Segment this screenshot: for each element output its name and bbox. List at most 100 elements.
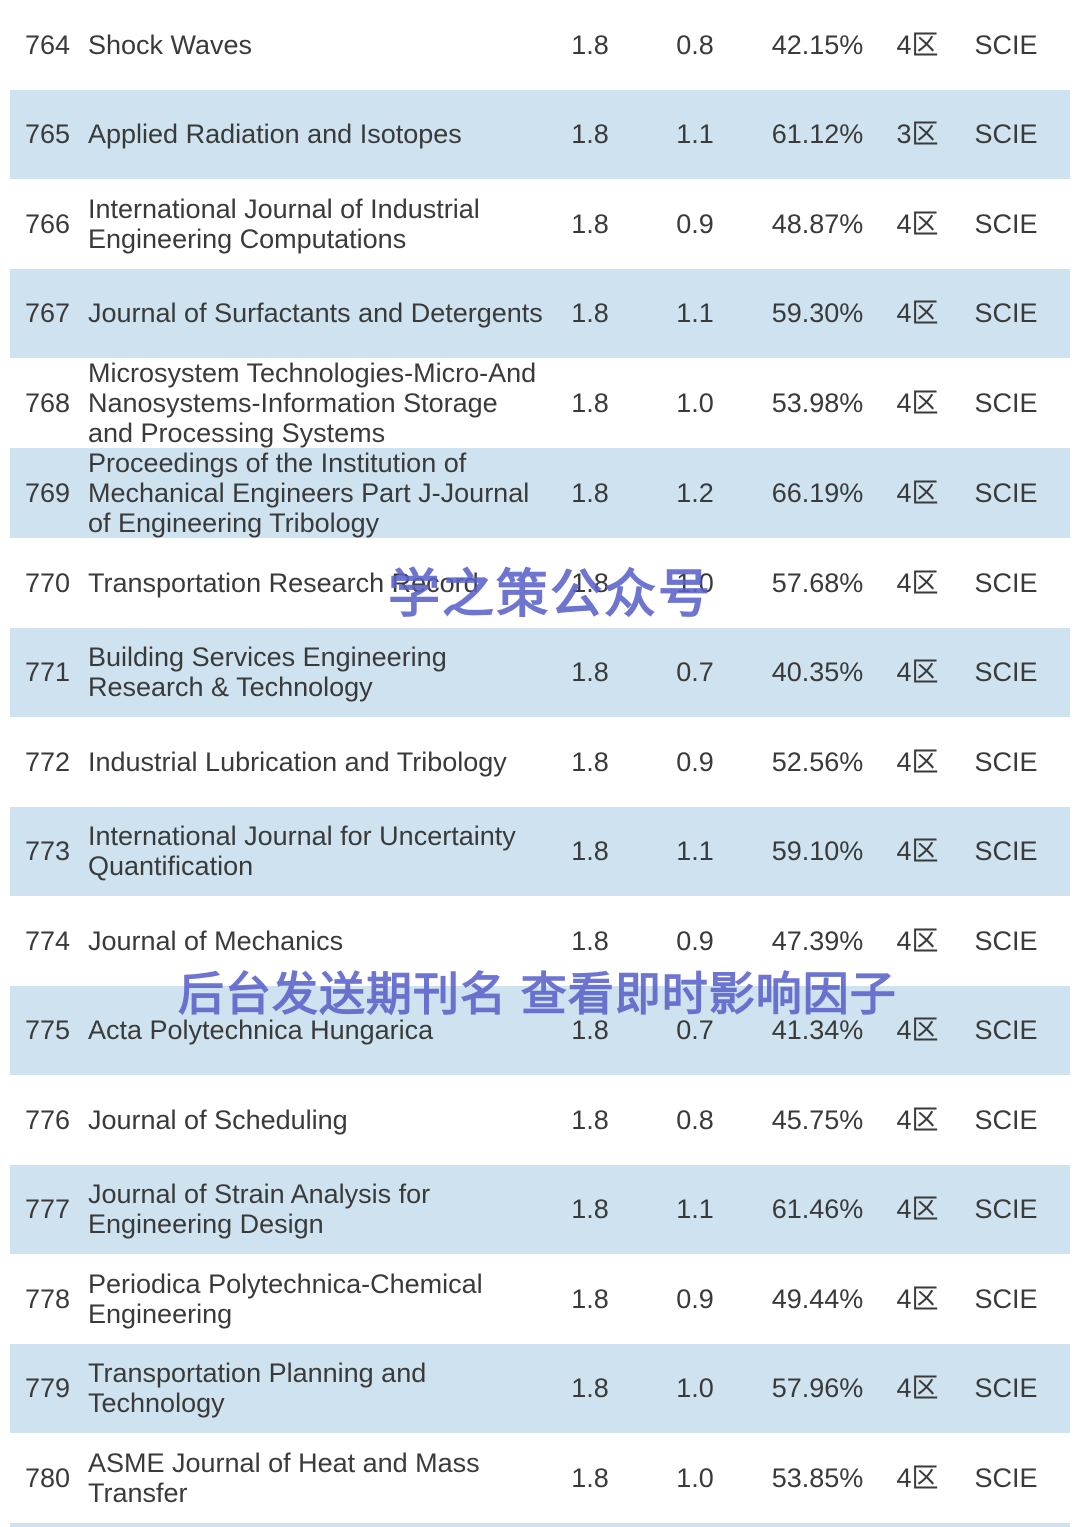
journal-jci: 0.9 xyxy=(676,925,714,956)
table-row: 775 Acta Polytechnica Hungarica 1.8 0.7 … xyxy=(10,985,1070,1075)
journal-name: Journal of Mechanics xyxy=(88,925,344,956)
journal-zone: 4区 xyxy=(896,1104,939,1135)
table-row: 767 Journal of Surfactants and Detergent… xyxy=(10,268,1070,358)
partial-next-row-strip xyxy=(10,1522,1070,1527)
journal-zone: 4区 xyxy=(896,746,939,777)
table-row: 771 Building Services Engineering Resear… xyxy=(10,627,1070,717)
table-row: 764 Shock Waves 1.8 0.8 42.15% 4区 SCIE xyxy=(10,0,1070,90)
journal-name: Shock Waves xyxy=(88,29,253,60)
journal-rank: 771 xyxy=(24,657,70,688)
journal-impact-factor: 1.8 xyxy=(571,657,609,688)
journal-zone: 4区 xyxy=(896,1283,939,1314)
journal-impact-factor: 1.8 xyxy=(571,1194,609,1225)
journal-percentile: 45.75% xyxy=(771,1104,864,1135)
journal-zone: 3区 xyxy=(896,119,939,150)
journal-percentile: 41.34% xyxy=(771,1015,864,1046)
journal-zone: 4区 xyxy=(896,657,939,688)
journal-index-type: SCIE xyxy=(974,388,1038,418)
journal-name: Journal of Scheduling xyxy=(88,1104,348,1135)
journal-zone: 4区 xyxy=(896,478,939,508)
journal-index-type: SCIE xyxy=(974,29,1038,60)
table-row: 765 Applied Radiation and Isotopes 1.8 1… xyxy=(10,89,1070,179)
journal-impact-factor: 1.8 xyxy=(571,208,609,239)
journal-impact-factor: 1.8 xyxy=(571,298,609,329)
journal-jci: 0.9 xyxy=(676,1283,714,1314)
journal-rank: 769 xyxy=(24,478,70,508)
journal-percentile: 40.35% xyxy=(771,657,864,688)
journal-index-type: SCIE xyxy=(974,1373,1038,1404)
journal-jci: 1.0 xyxy=(676,1462,714,1493)
journal-jci: 1.1 xyxy=(676,836,714,867)
journal-rank: 776 xyxy=(24,1104,70,1135)
journal-jci: 1.0 xyxy=(676,388,714,418)
journal-zone: 4区 xyxy=(896,208,939,239)
table-row: 779 Transportation Planning and Technolo… xyxy=(10,1343,1070,1433)
journal-index-type: SCIE xyxy=(974,119,1038,150)
journal-name: Applied Radiation and Isotopes xyxy=(88,119,462,150)
journal-index-type: SCIE xyxy=(974,746,1038,777)
journal-percentile: 57.68% xyxy=(771,567,864,598)
table-row: 769 Proceedings of the Institution of Me… xyxy=(10,448,1070,538)
journal-zone: 4区 xyxy=(896,1462,939,1493)
journal-name: Periodica Polytechnica-Chemical Engineer… xyxy=(88,1268,483,1329)
table-row: 780 ASME Journal of Heat and Mass Transf… xyxy=(10,1433,1070,1523)
journal-name: Acta Polytechnica Hungarica xyxy=(88,1015,434,1046)
journal-rank: 780 xyxy=(24,1462,70,1493)
journal-zone: 4区 xyxy=(896,1015,939,1046)
table-row: 774 Journal of Mechanics 1.8 0.9 47.39% … xyxy=(10,896,1070,986)
journal-rank: 778 xyxy=(24,1283,70,1314)
journal-jci: 1.0 xyxy=(676,1373,714,1404)
journal-name: Proceedings of the Institution of Mechan… xyxy=(88,448,530,538)
journal-index-type: SCIE xyxy=(974,657,1038,688)
journal-impact-factor: 1.8 xyxy=(571,1373,609,1404)
journal-rank: 777 xyxy=(24,1194,70,1225)
journal-percentile: 42.15% xyxy=(771,29,864,60)
journal-rank: 764 xyxy=(24,29,70,60)
journal-percentile: 53.98% xyxy=(771,388,864,418)
journal-name: Microsystem Technologies-Micro-And Nanos… xyxy=(88,358,537,448)
journal-percentile: 49.44% xyxy=(771,1283,864,1314)
journal-impact-factor: 1.8 xyxy=(571,746,609,777)
journal-index-type: SCIE xyxy=(974,1462,1038,1493)
table-row: 778 Periodica Polytechnica-Chemical Engi… xyxy=(10,1254,1070,1344)
journal-impact-factor: 1.8 xyxy=(571,925,609,956)
journal-name: International Journal of Industrial Engi… xyxy=(88,193,480,254)
journal-zone: 4区 xyxy=(896,567,939,598)
journal-index-type: SCIE xyxy=(974,567,1038,598)
journal-index-type: SCIE xyxy=(974,298,1038,329)
journal-percentile: 59.30% xyxy=(771,298,864,329)
journal-index-type: SCIE xyxy=(974,1194,1038,1225)
table-row: 772 Industrial Lubrication and Tribology… xyxy=(10,717,1070,807)
journal-index-type: SCIE xyxy=(974,478,1038,508)
journal-percentile: 48.87% xyxy=(771,208,864,239)
journal-rank: 772 xyxy=(24,746,70,777)
journal-percentile: 61.12% xyxy=(771,119,864,150)
journal-rank: 774 xyxy=(24,925,70,956)
journal-index-type: SCIE xyxy=(974,1104,1038,1135)
journal-percentile: 66.19% xyxy=(771,478,864,508)
journal-rank: 765 xyxy=(24,119,70,150)
journal-zone: 4区 xyxy=(896,1373,939,1404)
table-row: 777 Journal of Strain Analysis for Engin… xyxy=(10,1164,1070,1254)
journal-jci: 0.7 xyxy=(676,657,714,688)
table-row: 768 Microsystem Technologies-Micro-And N… xyxy=(10,358,1070,448)
journal-rank: 767 xyxy=(24,298,70,329)
journal-name: ASME Journal of Heat and Mass Transfer xyxy=(88,1447,480,1508)
journal-impact-factor: 1.8 xyxy=(571,567,609,598)
journal-percentile: 59.10% xyxy=(771,836,864,867)
journal-jci: 0.8 xyxy=(676,29,714,60)
journal-rank: 773 xyxy=(24,836,70,867)
journal-impact-factor: 1.8 xyxy=(571,1104,609,1135)
journal-impact-factor: 1.8 xyxy=(571,1015,609,1046)
journal-zone: 4区 xyxy=(896,925,939,956)
journal-impact-factor: 1.8 xyxy=(571,1283,609,1314)
journal-rank: 775 xyxy=(24,1015,70,1046)
journal-rank: 779 xyxy=(24,1373,70,1404)
journal-jci: 0.7 xyxy=(676,1015,714,1046)
journal-zone: 4区 xyxy=(896,29,939,60)
journal-index-type: SCIE xyxy=(974,208,1038,239)
journal-percentile: 53.85% xyxy=(771,1462,864,1493)
table-row: 770 Transportation Research Record 1.8 1… xyxy=(10,538,1070,628)
journal-percentile: 47.39% xyxy=(771,925,864,956)
